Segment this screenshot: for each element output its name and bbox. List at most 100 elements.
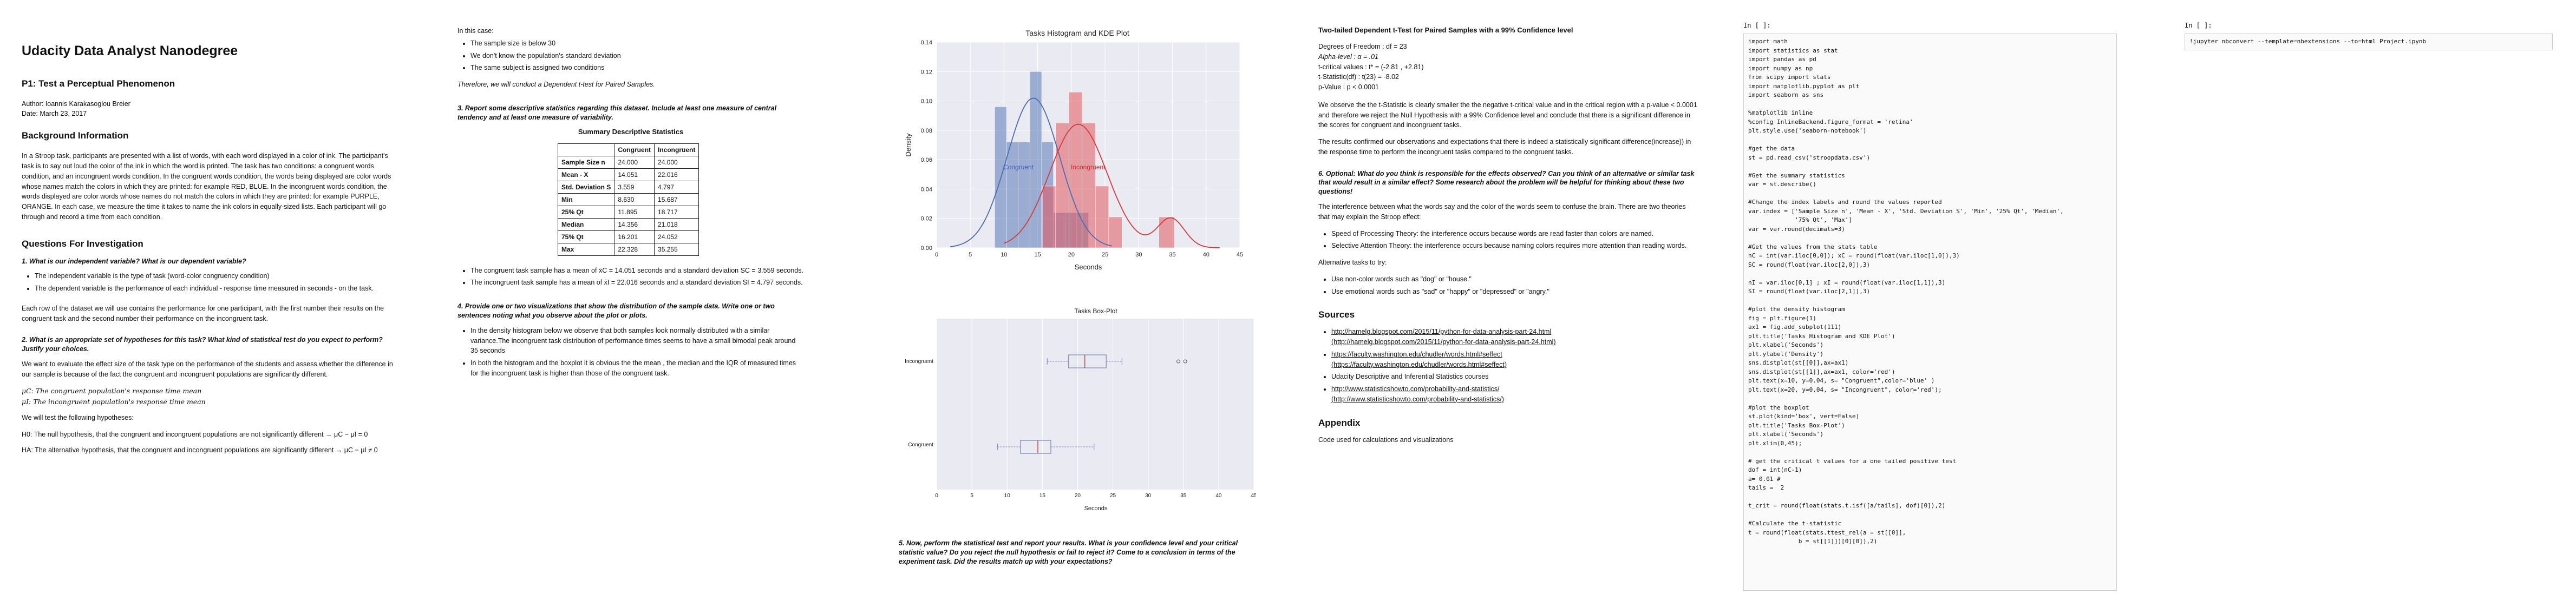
case-bullet-list: The sample size is below 30 We don't kno… bbox=[457, 38, 804, 73]
table-cell: 21.018 bbox=[654, 217, 699, 231]
author-line: Author: Ioannis Karakasoglou Breier bbox=[22, 100, 130, 108]
list-item: The congruent task sample has a mean of … bbox=[470, 266, 804, 276]
x-tick-label: 5 bbox=[969, 252, 972, 258]
source-link[interactable]: (https://faculty.washington.edu/chudler/… bbox=[1331, 360, 1507, 368]
table-row: Std. Deviation S 3.559 4.797 bbox=[557, 180, 699, 194]
code-text: !jupyter nbconvert --template=nbextensio… bbox=[2189, 38, 2427, 45]
x-tick-label: 40 bbox=[1203, 252, 1209, 258]
appendix-heading: Appendix bbox=[1318, 417, 1361, 428]
code-text: import math import statistics as stat im… bbox=[1748, 38, 2064, 545]
box-outlier bbox=[1183, 359, 1187, 364]
histogram-kde-chart: Tasks Histogram and KDE Plot 0 5 10 15 20 25 3… bbox=[904, 29, 1243, 271]
table-row: Min 8.630 15.687 bbox=[557, 193, 699, 206]
x-tick-label: 30 bbox=[1135, 252, 1142, 258]
table-row: Mean - X 14.051 22.016 bbox=[557, 168, 699, 181]
x-axis-label: Seconds bbox=[1084, 505, 1108, 512]
table-cell: 11.895 bbox=[614, 205, 655, 219]
stat-line: t-critical values : t* = (-2.81 , +2.81) bbox=[1318, 63, 1424, 71]
page-column-1: Udacity Data Analyst Nanodegree P1: Test… bbox=[22, 0, 401, 607]
chart-title: Tasks Box-Plot bbox=[1074, 307, 1117, 315]
histogram-bar bbox=[1069, 92, 1083, 248]
x-tick-label: 15 bbox=[1039, 493, 1046, 499]
list-item: https://faculty.washington.edu/chudler/w… bbox=[1331, 349, 1697, 370]
y-tick-label: 0.04 bbox=[921, 186, 932, 193]
x-tick-label: 10 bbox=[1001, 252, 1007, 258]
question-1: 1. What is our independent variable? Wha… bbox=[22, 257, 246, 265]
row-label: Max bbox=[557, 242, 615, 256]
hypotheses-intro: We will test the following hypotheses: bbox=[22, 414, 134, 422]
test-heading: Two-tailed Dependent t-Test for Paired S… bbox=[1318, 26, 1573, 34]
code-cell[interactable]: !jupyter nbconvert --template=nbextensio… bbox=[2185, 34, 2553, 50]
question-3: 3. Report some descriptive statistics re… bbox=[457, 104, 777, 121]
document-subtitle: P1: Test a Perceptual Phenomenon bbox=[22, 78, 175, 89]
table-row: Max 22.328 35.255 bbox=[557, 242, 699, 256]
sources-heading: Sources bbox=[1318, 309, 1355, 320]
sources-list: http://hamelg.blogspot.com/2015/11/pytho… bbox=[1318, 327, 1697, 404]
list-item: The independent variable is the type of … bbox=[35, 271, 401, 281]
table-cell: 24.052 bbox=[654, 230, 699, 243]
code-cell[interactable]: import math import statistics as stat im… bbox=[1743, 34, 2117, 591]
kde-curve-congruent bbox=[950, 97, 1112, 247]
list-item: http://www.statisticshowto.com/probabili… bbox=[1331, 384, 1697, 405]
source-link[interactable]: https://faculty.washington.edu/chudler/w… bbox=[1331, 350, 1502, 358]
stats-bullet-list: The congruent task sample has a mean of … bbox=[457, 266, 804, 288]
list-item: In the density histogram below we observ… bbox=[470, 326, 804, 356]
x-tick-label: 45 bbox=[1251, 493, 1256, 499]
category-label-incongruent: Incongruent bbox=[905, 359, 933, 365]
histogram-bar bbox=[1159, 216, 1175, 248]
summary-statistics-table: Congruent Incongruent Sample Size n 24.00… bbox=[557, 143, 699, 256]
box-iqr bbox=[1068, 354, 1107, 368]
label-congruent: Congruent bbox=[1003, 163, 1034, 171]
x-tick-label: 0 bbox=[935, 493, 938, 499]
stat-line: Alpha-level : α = .01 bbox=[1318, 52, 1379, 61]
table-cell: 22.328 bbox=[614, 242, 655, 256]
table-cell: 16.201 bbox=[614, 230, 655, 243]
question-4: 4. Provide one or two visualizations tha… bbox=[457, 302, 775, 319]
kde-curves bbox=[950, 97, 1220, 248]
y-tick-label: 0.14 bbox=[921, 39, 932, 46]
list-item: The same subject is assigned two conditi… bbox=[470, 63, 804, 73]
question-5: 5. Now, perform the statistical test and… bbox=[899, 539, 1238, 565]
x-tick-label: 25 bbox=[1110, 493, 1116, 499]
row-label: Mean - X bbox=[557, 168, 615, 181]
table-cell: 24.000 bbox=[654, 155, 699, 169]
list-item: http://hamelg.blogspot.com/2015/11/pytho… bbox=[1331, 327, 1697, 347]
list-item: Use emotional words such as "sad" or "ha… bbox=[1331, 287, 1697, 297]
table-row: Median 14.356 21.018 bbox=[557, 217, 699, 231]
case-intro: In this case: bbox=[457, 27, 494, 35]
list-item: In both the histogram and the boxplot it… bbox=[470, 358, 804, 379]
list-item: Udacity Descriptive and Inferential Stat… bbox=[1331, 372, 1697, 382]
boxplot-boxes bbox=[997, 354, 1187, 454]
table-cell: 14.356 bbox=[614, 217, 655, 231]
y-tick-label: 0.12 bbox=[921, 69, 932, 75]
source-link[interactable]: http://hamelg.blogspot.com/2015/11/pytho… bbox=[1331, 328, 1552, 336]
y-tick-label: 0.10 bbox=[921, 98, 932, 105]
table-cell: 22.016 bbox=[654, 168, 699, 181]
table-cell: 8.630 bbox=[614, 193, 655, 206]
row-label: Sample Size n bbox=[557, 155, 615, 169]
stat-line: t-Statistic(df) : t(23) = -8.02 bbox=[1318, 73, 1400, 81]
interference-paragraph: The interference between what the words … bbox=[1318, 203, 1686, 221]
page-column-2: In this case: The sample size is below 3… bbox=[457, 0, 804, 607]
x-tick-label: 30 bbox=[1145, 493, 1152, 499]
page-column-6: In [ ]: !jupyter nbconvert --template=nb… bbox=[2185, 0, 2558, 607]
x-tick-label: 20 bbox=[1068, 252, 1075, 258]
source-link[interactable]: http://www.statisticshowto.com/probabili… bbox=[1331, 385, 1500, 393]
stat-line: Degrees of Freedom : df = 23 bbox=[1318, 43, 1407, 50]
histogram-bar bbox=[1055, 123, 1069, 248]
row-label: Std. Deviation S bbox=[557, 180, 615, 194]
source-link[interactable]: (http://hamelg.blogspot.com/2015/11/pyth… bbox=[1331, 338, 1556, 346]
x-axis-label: Seconds bbox=[1075, 263, 1102, 271]
x-tick-label: 45 bbox=[1237, 252, 1243, 258]
author-date-block: Author: Ioannis Karakasoglou Breier Date… bbox=[22, 99, 401, 118]
list-item: Speed of Processing Theory: the interfer… bbox=[1331, 229, 1697, 239]
source-link[interactable]: (http://www.statisticshowto.com/probabil… bbox=[1331, 395, 1504, 403]
histogram-bar bbox=[1042, 186, 1056, 248]
list-item: The dependent variable is the performanc… bbox=[35, 283, 401, 294]
table-header-cell: Congruent bbox=[614, 143, 655, 156]
document-title: Udacity Data Analyst Nanodegree bbox=[22, 43, 238, 58]
table-cell: 14.051 bbox=[614, 168, 655, 181]
cell-prompt: In [ ]: bbox=[2185, 22, 2212, 29]
plot-area bbox=[937, 319, 1254, 490]
table-row: Sample Size n 24.000 24.000 bbox=[557, 155, 699, 169]
